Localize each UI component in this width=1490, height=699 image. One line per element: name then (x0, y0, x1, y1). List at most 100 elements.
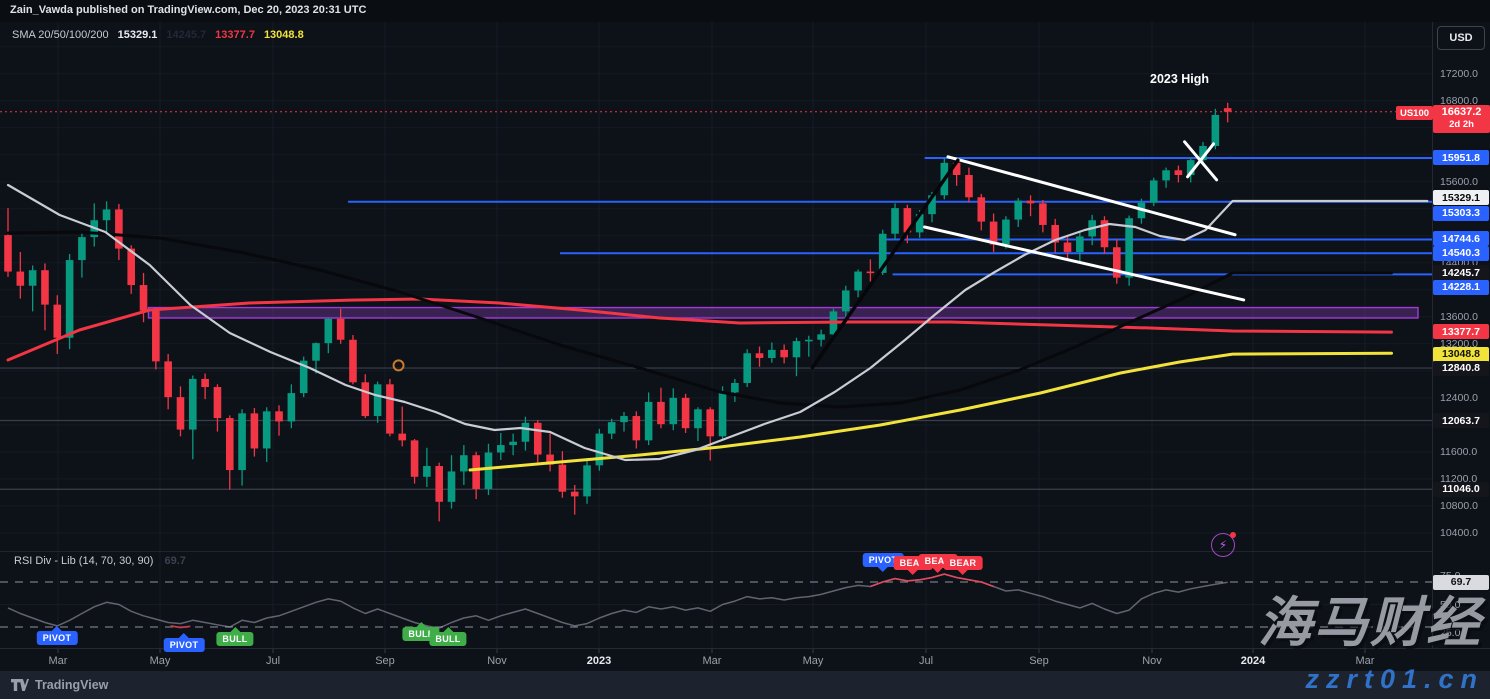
badge-pointer (907, 570, 918, 575)
candle (139, 285, 148, 311)
pane-separator[interactable] (0, 551, 1432, 552)
candle (484, 452, 493, 489)
current-price-badge: 16637.2 2d 2h (1433, 105, 1490, 133)
bottom-bar: TradingView (0, 671, 1490, 699)
candle (398, 433, 407, 441)
candle (189, 378, 197, 430)
black-ascending-trendline (810, 158, 960, 370)
currency-toggle-button[interactable]: USD (1437, 26, 1485, 50)
candle (595, 433, 604, 466)
rsi-signal-badge: PIVOT (862, 553, 904, 572)
rsi-signal-badge: PIVOT (163, 633, 205, 652)
time-axis-label: Jul (918, 655, 934, 667)
lightning-badge-icon[interactable]: ⚡ (1211, 532, 1236, 557)
badge-pointer (178, 633, 189, 638)
candle (213, 387, 222, 419)
time-axis[interactable]: Mar May Jul Sep Nov 2023 Mar May Jul Sep Nov 2024 Ma… (0, 648, 1490, 672)
badge-pointer (51, 626, 62, 631)
candle (841, 290, 850, 312)
tradingview-brand-link[interactable]: TradingView (10, 678, 108, 692)
legend-sma-value: 15329.1 (117, 29, 158, 41)
candle (952, 162, 961, 176)
candle (644, 401, 653, 441)
legend-sma-value: 14245.7 (166, 29, 207, 41)
price-axis-label: 10400.0 (1440, 526, 1478, 539)
candle (1002, 219, 1010, 245)
price-axis-chip: 12063.7 (1433, 413, 1489, 428)
candle (312, 343, 320, 361)
candle (1162, 170, 1170, 181)
candle (1174, 170, 1183, 176)
time-axis-label: Mar (702, 655, 722, 667)
candle (866, 271, 875, 274)
indicator-legend[interactable]: SMA 20/50/100/200 15329.1 14245.7 13377.7 1… (12, 29, 304, 41)
time-axis-label: Nov (1142, 655, 1162, 667)
candle (718, 392, 727, 437)
candle (287, 393, 296, 422)
candle (435, 466, 443, 502)
candle (460, 455, 468, 472)
candle (533, 422, 542, 455)
candle (164, 361, 172, 398)
price-axis-label: 15600.0 (1440, 175, 1478, 188)
candle (349, 339, 357, 383)
legend-title: SMA 20/50/100/200 (12, 29, 109, 41)
candle (1051, 224, 1059, 243)
candle (1125, 218, 1133, 278)
high-annotation-label: 2023 High (1150, 72, 1210, 86)
time-axis-label: May (802, 655, 824, 667)
candle (4, 235, 12, 272)
candle (78, 237, 86, 261)
badge-pointer (442, 627, 453, 632)
candle (1063, 242, 1072, 252)
candle (410, 440, 419, 477)
candle (878, 233, 887, 273)
candle (386, 384, 394, 434)
candle (743, 353, 751, 383)
candle (472, 455, 480, 489)
candle (657, 401, 665, 425)
rsi-line (7, 573, 1228, 629)
price-axis-chip: 13377.7 (1433, 324, 1489, 340)
price-axis-label: 17200.0 (1440, 67, 1478, 80)
rsi-signal-badge: PIVOT (36, 626, 78, 645)
price-axis-chip: 14540.3 (1433, 245, 1489, 261)
price-axis-chip: 14744.6 (1433, 231, 1489, 246)
white-channel-lower (923, 225, 1246, 302)
rsi-indicator-title: RSI Div - Lib (14, 70, 30, 90) (14, 555, 154, 567)
candle (262, 411, 271, 449)
time-axis-label: Sep (375, 655, 395, 667)
candle (521, 422, 530, 442)
candle (706, 409, 715, 437)
candle (65, 260, 74, 338)
rsi-indicator-value: 69.7 (164, 555, 186, 567)
candle (1223, 108, 1232, 112)
candle (891, 208, 899, 234)
candle (583, 465, 591, 497)
white-channel-upper (946, 155, 1237, 237)
candle (558, 464, 567, 492)
candle (275, 411, 283, 422)
rsi-indicator-legend[interactable]: RSI Div - Lib (14, 70, 30, 90) 69.7 (14, 555, 186, 567)
candle (681, 397, 690, 429)
price-axis-chip: 14245.7 (1433, 265, 1489, 280)
rsi-signal-badge: BEAR (943, 556, 983, 575)
candle (1076, 236, 1084, 252)
price-axis-separator (1432, 22, 1433, 648)
candle (792, 341, 801, 358)
candle (1100, 220, 1109, 248)
badge-pointer (415, 622, 426, 627)
price-axis-chip: 12840.8 (1433, 360, 1489, 376)
price-axis-label: 11600.0 (1440, 445, 1478, 458)
price-axis-chip: 14228.1 (1433, 279, 1489, 295)
chart-canvas[interactable] (0, 0, 1490, 671)
candle (152, 310, 160, 362)
lightning-bolt-icon: ⚡ (1218, 538, 1228, 552)
time-axis-label: Mar (48, 655, 68, 667)
rsi-overbought-segment (870, 573, 994, 588)
candle (780, 349, 788, 358)
price-axis-label: 50.0 (1440, 598, 1461, 611)
price-axis-label: 12400.0 (1440, 391, 1478, 404)
symbol-price-label: US100 (1396, 106, 1433, 120)
